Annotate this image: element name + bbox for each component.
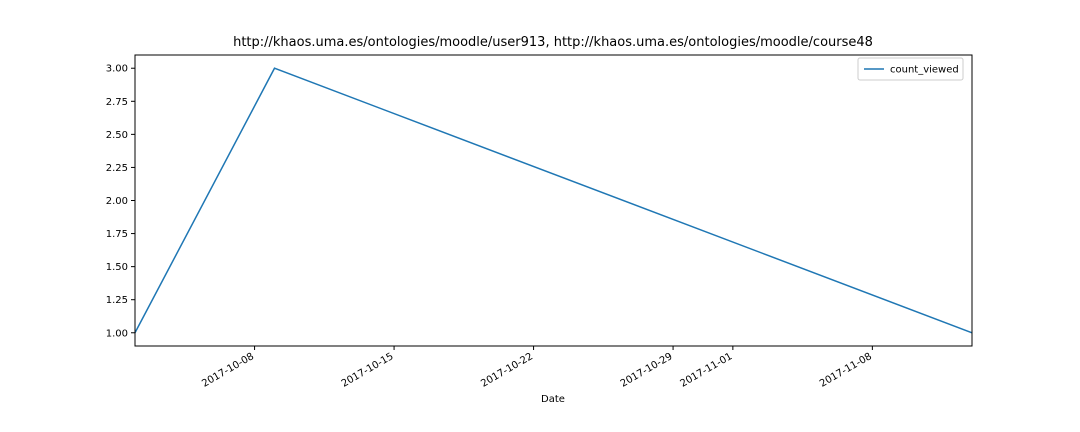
y-tick-label-1: 1.25 — [106, 295, 128, 306]
legend-box — [857, 57, 964, 81]
x-tick-label-5: 2017-11-08 — [818, 351, 874, 390]
y-tick-label-6: 2.50 — [106, 130, 128, 141]
y-tick-label-3: 1.75 — [106, 229, 128, 240]
series-line-count_viewed — [134, 67, 973, 334]
x-tick-label-3: 2017-10-29 — [619, 351, 675, 390]
x-axis-label: Date — [541, 394, 565, 405]
y-tick-label-4: 2.00 — [106, 196, 128, 207]
legend-label-count_viewed: count_viewed — [890, 65, 959, 76]
plot-frame — [134, 54, 973, 347]
chart-title: http://khaos.uma.es/ontologies/moodle/us… — [233, 35, 873, 50]
x-tick-label-0: 2017-10-08 — [200, 351, 256, 390]
y-tick-label-8: 3.00 — [106, 64, 128, 75]
y-tick-label-7: 2.75 — [106, 97, 128, 108]
x-tick-label-2: 2017-10-22 — [479, 351, 535, 390]
y-tick-label-2: 1.50 — [106, 262, 128, 273]
x-tick-label-1: 2017-10-15 — [340, 351, 396, 390]
y-tick-label-5: 2.25 — [106, 163, 128, 174]
x-tick-label-4: 2017-11-01 — [679, 351, 735, 390]
y-tick-label-0: 1.00 — [106, 328, 128, 339]
